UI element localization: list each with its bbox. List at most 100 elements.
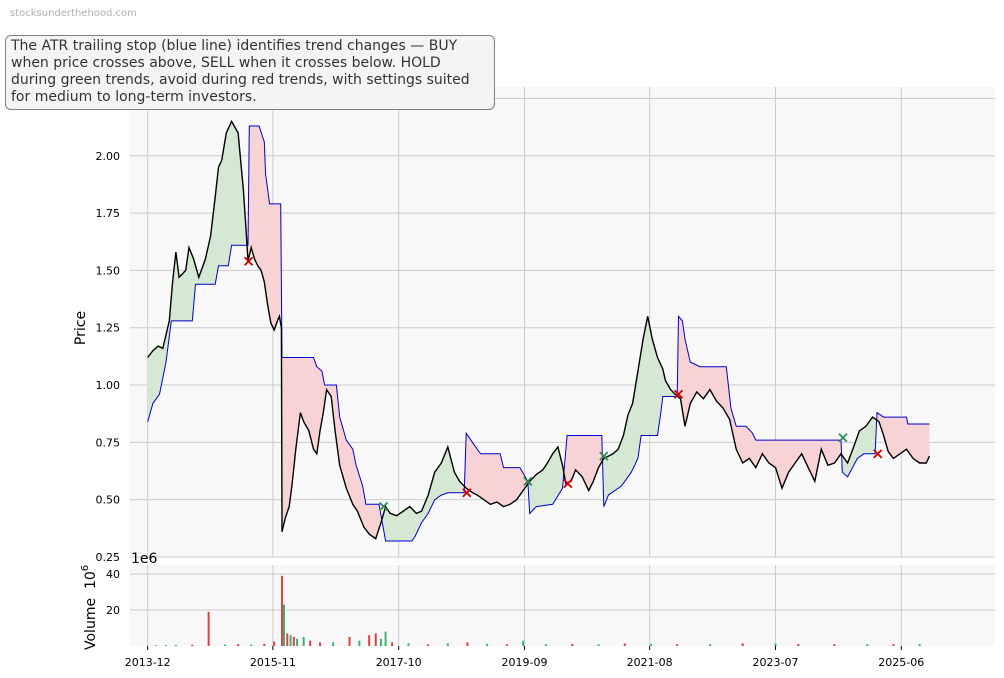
price-tick-label: 0.75 — [96, 436, 121, 449]
volume-bar — [427, 644, 430, 646]
buy-signal-marker — [838, 433, 848, 443]
bull-fill-6 — [603, 316, 678, 507]
volume-bar — [292, 637, 295, 646]
volume-bar — [296, 638, 299, 646]
volume-bar — [191, 644, 194, 646]
price-y-ticks: 0.250.500.751.001.251.501.752.002.25 — [96, 92, 121, 564]
volume-bar — [407, 643, 410, 646]
buy-signal-marker — [599, 451, 609, 461]
volume-bar — [571, 643, 574, 646]
volume-bar — [391, 642, 394, 646]
bear-fill-3 — [464, 433, 528, 507]
volume-axis-title-exponent: 6 — [80, 565, 91, 571]
volume-bar — [623, 643, 626, 646]
bear-fill-7 — [677, 316, 841, 489]
volume-bar — [368, 635, 371, 646]
volume-bar — [332, 642, 335, 646]
volume-axis-title: Volume 106 — [80, 565, 99, 650]
sell-signal-marker — [462, 488, 472, 498]
volume-axis-title-text: Volume — [83, 598, 99, 650]
volume-bar — [250, 644, 253, 646]
bull-fill-2 — [382, 447, 465, 541]
volume-bar — [597, 644, 600, 646]
volume-bar — [374, 633, 377, 646]
price-tick-label: 0.50 — [96, 494, 121, 507]
volume-bar — [207, 611, 210, 646]
atr-stop-line — [147, 125, 930, 542]
sell-signal-marker — [873, 449, 883, 459]
volume-bar — [286, 633, 289, 646]
volume-bar — [774, 643, 777, 646]
volume-bar — [918, 644, 921, 646]
sell-signal-marker — [243, 256, 254, 266]
x-tick-label: 2015-11 — [250, 656, 296, 669]
volume-bar — [155, 645, 158, 646]
bear-fill-9 — [877, 412, 930, 463]
volume-bar — [384, 631, 387, 646]
volume-bar — [224, 644, 227, 646]
volume-bar — [237, 644, 240, 646]
volume-bar — [309, 640, 312, 646]
volume-bar — [741, 643, 744, 646]
volume-bar — [466, 642, 469, 646]
volume-bar — [319, 642, 322, 646]
volume-panel-background — [130, 565, 995, 646]
bear-fill-5 — [564, 435, 603, 491]
volume-bar — [708, 644, 711, 646]
volume-tick-label: 40 — [106, 568, 120, 581]
volume-bar — [165, 645, 168, 646]
volume-bar — [358, 640, 361, 646]
series-lines — [147, 119, 931, 542]
volume-bar — [486, 643, 489, 646]
volume-bar — [379, 638, 382, 646]
volume-bar — [281, 575, 284, 646]
volume-bar — [797, 644, 800, 646]
price-line — [147, 119, 931, 540]
x-tick-label: 2013-12 — [125, 656, 171, 669]
volume-bar — [302, 637, 305, 646]
volume-bars — [155, 575, 921, 646]
bull-fill-8 — [841, 417, 877, 477]
volume-bar — [289, 635, 292, 646]
volume-bar — [446, 643, 449, 646]
bull-fill-4 — [528, 447, 564, 514]
volume-bar — [676, 644, 679, 646]
x-ticks: 2013-12 2015-11 2017-10 2019-09 2021-08 2023-… — [125, 646, 924, 669]
price-tick-label: 1.00 — [96, 379, 121, 392]
price-tick-label: 1.75 — [96, 207, 121, 220]
volume-bar — [522, 640, 525, 646]
volume-bar — [505, 644, 508, 646]
sell-signal-marker — [563, 478, 573, 489]
annotation-box: The ATR trailing stop (blue line) identi… — [5, 35, 495, 110]
signal-markers — [243, 256, 883, 512]
x-tick-label: 2023-07 — [752, 656, 798, 669]
price-tick-label: 1.25 — [96, 322, 121, 335]
watermark: stocksunderthehood.com — [10, 8, 137, 19]
x-tick-label: 2021-08 — [627, 656, 673, 669]
volume-bar — [892, 644, 895, 646]
buy-signal-marker — [523, 476, 533, 486]
price-tick-label: 1.50 — [96, 264, 121, 277]
x-tick-label: 2019-09 — [502, 656, 548, 669]
volume-bar — [282, 604, 285, 646]
volume-bar — [833, 644, 836, 646]
volume-bar — [263, 643, 266, 646]
volume-bar — [866, 644, 869, 646]
price-tick-label: 0.25 — [96, 551, 121, 564]
sell-signal-marker — [673, 389, 684, 399]
volume-bar — [649, 643, 652, 646]
x-tick-label: 2017-10 — [376, 656, 422, 669]
volume-offset-label: 1e6 — [131, 551, 158, 567]
volume-axis-title-gap — [83, 589, 99, 598]
volume-bar — [273, 641, 276, 646]
volume-bar — [174, 644, 177, 646]
x-tick-label: 2025-06 — [878, 656, 924, 669]
volume-bar — [348, 637, 351, 646]
price-tick-label: 2.00 — [96, 150, 121, 163]
volume-tick-label: 20 — [106, 604, 120, 617]
volume-axis-title-base: 10 — [83, 571, 99, 589]
volume-bar — [545, 644, 548, 646]
price-axis-title: Price — [73, 311, 89, 345]
